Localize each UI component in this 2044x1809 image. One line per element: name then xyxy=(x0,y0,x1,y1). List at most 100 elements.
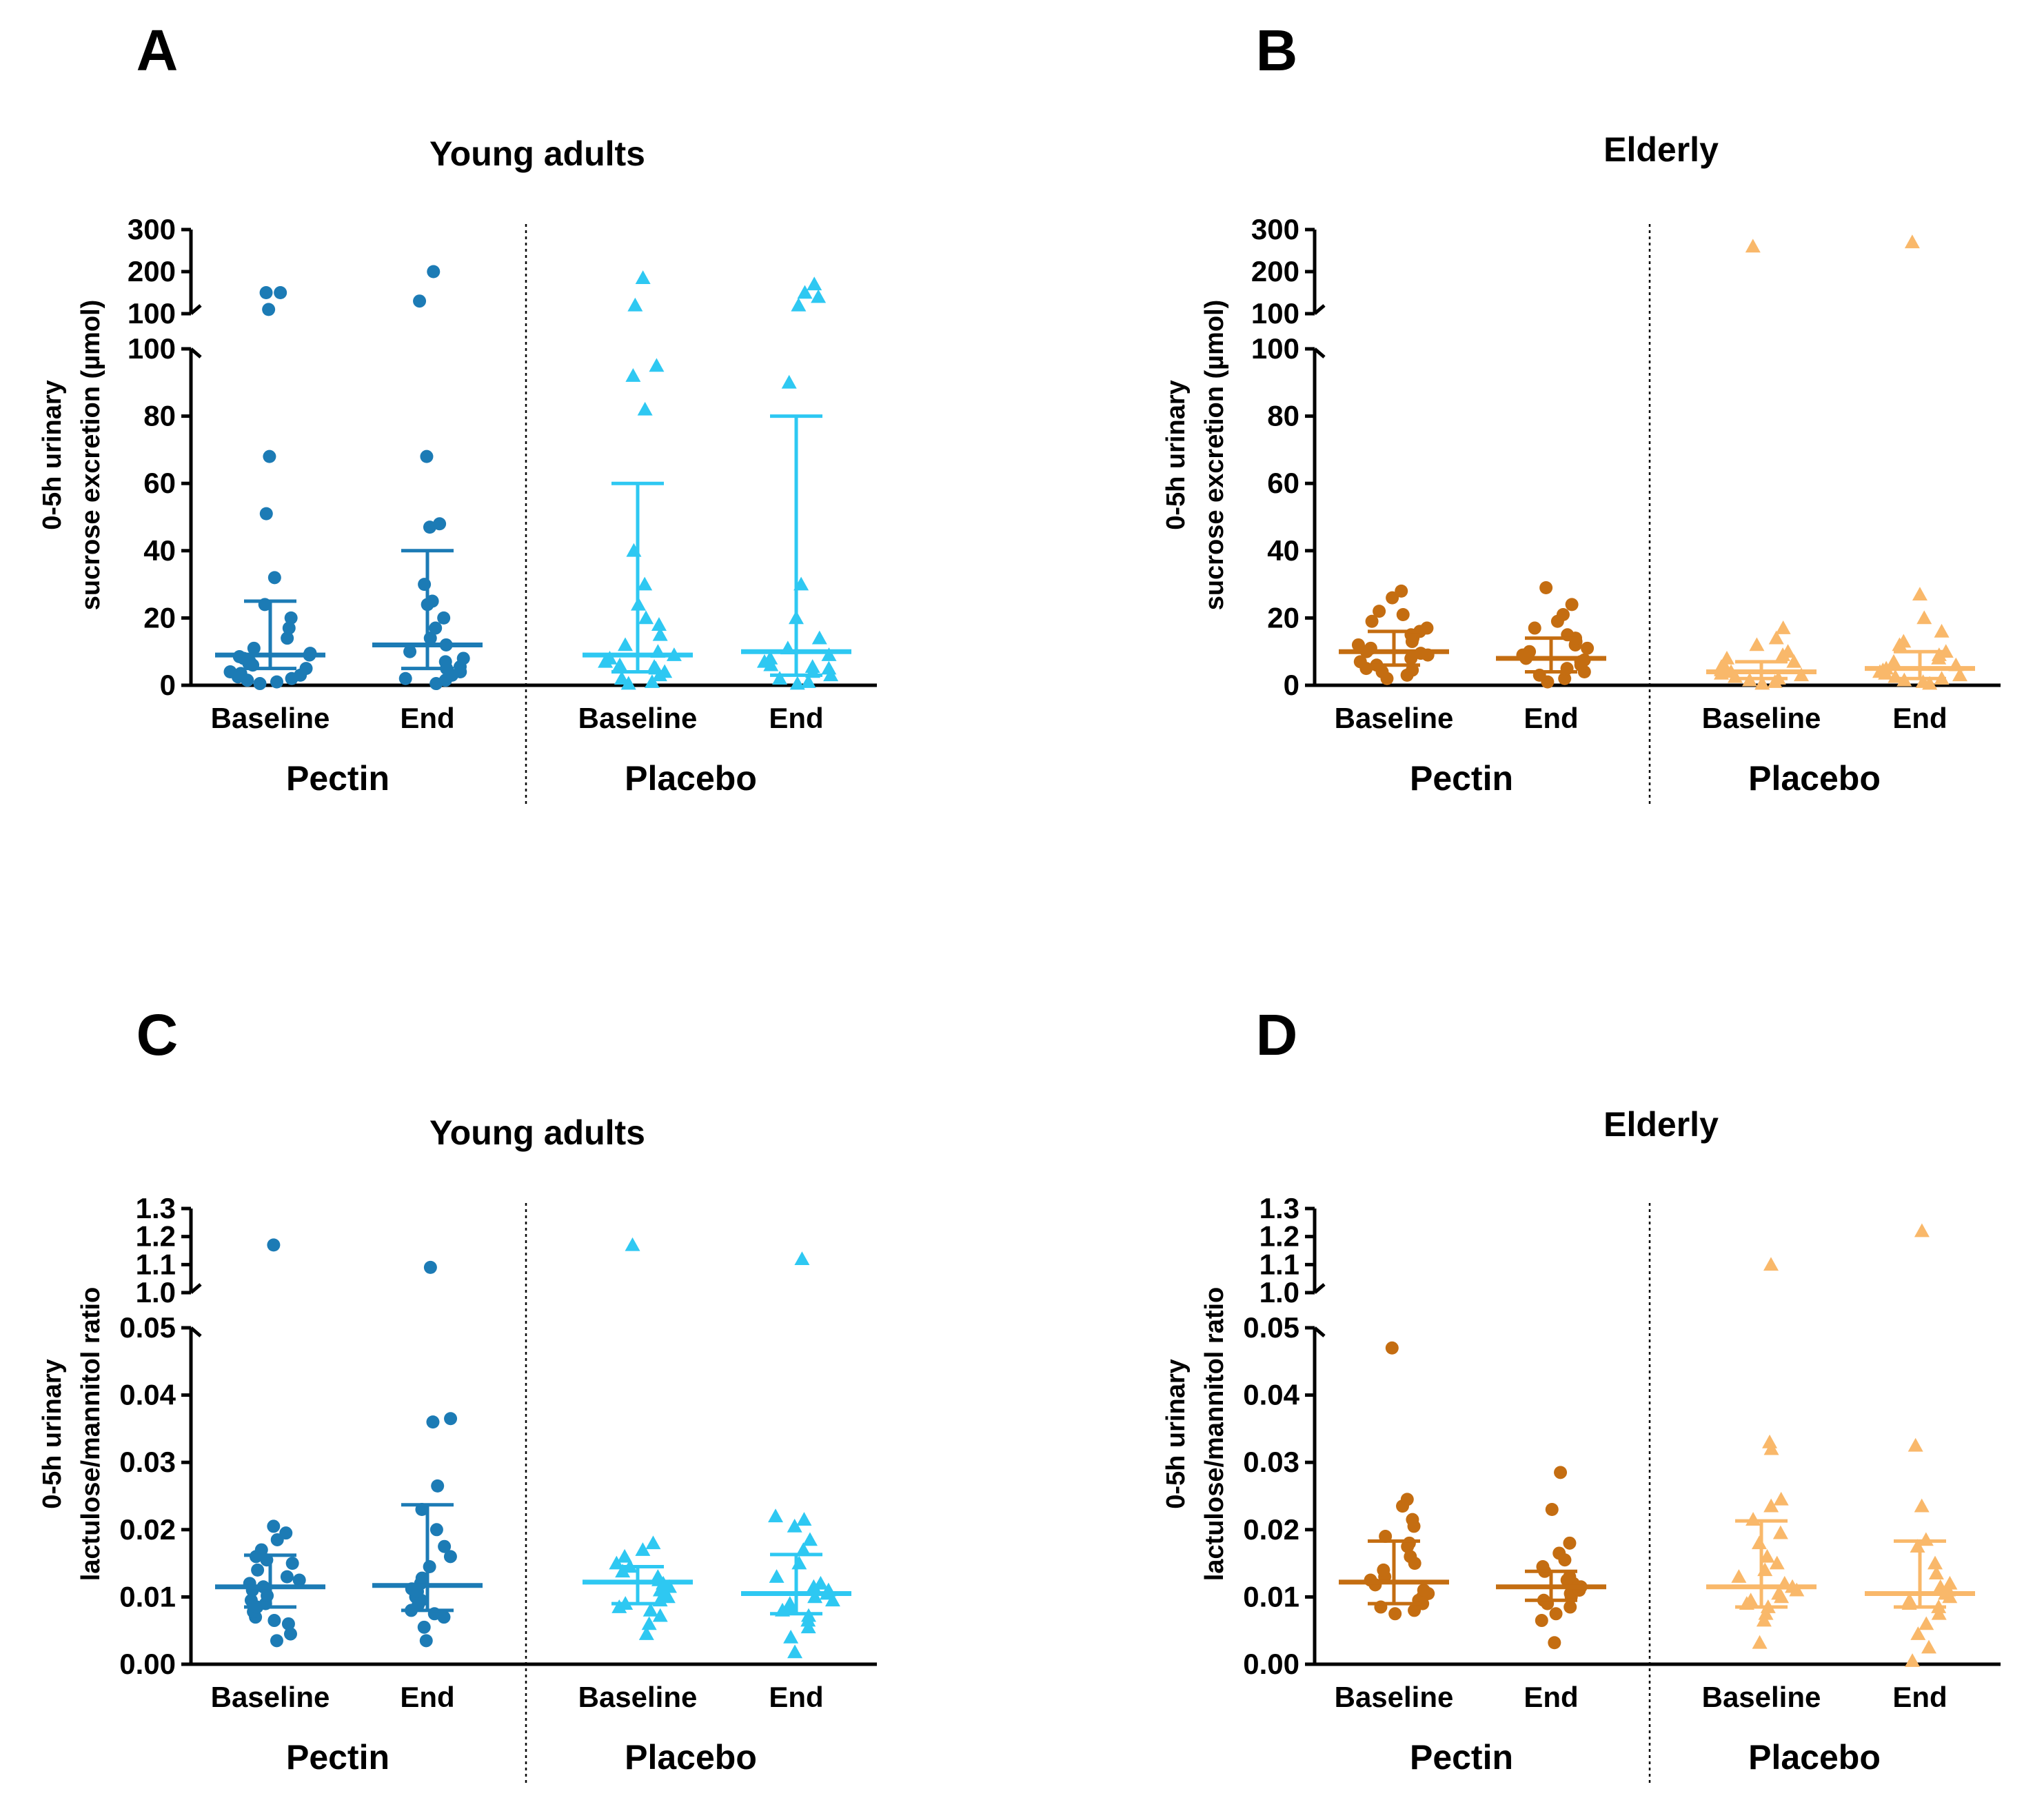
data-point xyxy=(1908,1437,1923,1452)
data-point xyxy=(1754,676,1770,690)
data-point xyxy=(800,674,816,688)
data-point xyxy=(438,1539,452,1553)
axis-break-mark xyxy=(1313,347,1326,358)
data-point xyxy=(283,1627,297,1641)
data-point xyxy=(1768,630,1784,645)
data-point xyxy=(1759,1548,1775,1563)
data-point xyxy=(234,667,247,680)
data-point xyxy=(1752,1635,1768,1649)
y-tick-label: 0.03 xyxy=(1243,1446,1299,1478)
data-point xyxy=(1763,1257,1779,1271)
data-point xyxy=(1365,614,1379,628)
group-label: Pectin xyxy=(1410,759,1513,798)
data-point xyxy=(652,1608,668,1622)
data-point xyxy=(438,655,452,669)
y-tick-label: 0.03 xyxy=(119,1446,176,1478)
y-tick-label: 60 xyxy=(1267,467,1299,499)
data-point xyxy=(223,665,237,678)
data-point xyxy=(299,662,313,676)
axis-break-mark xyxy=(1313,304,1326,315)
data-point xyxy=(263,449,276,463)
data-point xyxy=(802,1532,818,1546)
data-point xyxy=(1914,1223,1930,1237)
data-point xyxy=(602,650,618,665)
data-point xyxy=(821,647,837,661)
y-axis-label-line: 0-5h urinary xyxy=(1162,1359,1191,1509)
data-point xyxy=(772,671,788,685)
y-tick-label: 0.01 xyxy=(1243,1580,1299,1613)
y-tick-label: 0.00 xyxy=(1243,1648,1299,1680)
data-point xyxy=(813,1575,829,1590)
data-point xyxy=(267,1614,281,1628)
x-tick-label: Baseline xyxy=(578,1681,698,1713)
y-axis-label: 0-5h urinary sucrose excretion (µmol) xyxy=(38,300,105,611)
data-point xyxy=(638,610,654,625)
data-point xyxy=(821,660,837,675)
data-point xyxy=(1395,584,1408,598)
y-tick-label: 0.02 xyxy=(119,1513,176,1546)
x-tick-label: End xyxy=(1892,1681,1947,1713)
y-tick-label: 20 xyxy=(1267,601,1299,634)
y-tick-label: 60 xyxy=(143,467,176,499)
data-point xyxy=(1552,1546,1566,1560)
data-point xyxy=(789,676,805,690)
y-tick-label: 1.1 xyxy=(136,1248,176,1280)
data-point xyxy=(637,576,653,591)
data-point xyxy=(427,265,441,279)
data-point xyxy=(811,630,827,645)
panel-title: Young adults xyxy=(429,1113,645,1152)
data-point xyxy=(1351,638,1365,651)
data-point xyxy=(1912,587,1927,601)
y-tick-label: 40 xyxy=(1267,534,1299,567)
data-point xyxy=(1762,1434,1778,1448)
axis-break-mark xyxy=(190,1283,202,1294)
y-tick-label: 1.2 xyxy=(1259,1220,1299,1253)
data-point xyxy=(791,297,807,312)
panel-letter: D xyxy=(1256,1002,1298,1067)
y-axis-label-line: lactulose/mannitol ratio xyxy=(1200,1287,1229,1581)
data-point xyxy=(431,1479,445,1493)
data-point xyxy=(281,1617,295,1630)
data-point xyxy=(1786,654,1802,668)
y-tick-label: 300 xyxy=(128,213,176,245)
data-point xyxy=(1743,1593,1759,1607)
data-point xyxy=(284,611,298,625)
data-point xyxy=(1919,1616,1934,1630)
data-point xyxy=(415,1571,429,1585)
y-tick-label: 1.0 xyxy=(136,1276,176,1308)
data-point xyxy=(645,1535,661,1550)
y-tick-label: 100 xyxy=(128,297,176,330)
data-point xyxy=(267,1519,281,1533)
data-point xyxy=(1746,1512,1761,1526)
data-point xyxy=(617,637,633,651)
data-point xyxy=(398,671,412,685)
data-point xyxy=(1554,1466,1568,1479)
y-tick-label: 0.01 xyxy=(119,1580,176,1613)
data-point xyxy=(1400,1493,1414,1506)
x-tick-label: Baseline xyxy=(1335,702,1454,734)
data-point xyxy=(1901,1593,1917,1607)
x-tick-label: End xyxy=(400,702,454,734)
data-point xyxy=(644,674,660,688)
x-tick-label: End xyxy=(1892,702,1947,734)
data-point xyxy=(1388,1607,1402,1621)
data-point xyxy=(259,507,273,521)
data-point xyxy=(651,617,667,631)
data-point xyxy=(652,627,668,641)
data-point xyxy=(285,1557,299,1570)
data-point xyxy=(1535,1614,1548,1628)
data-point xyxy=(429,621,443,635)
y-tick-label: 200 xyxy=(128,255,176,287)
data-point xyxy=(797,285,813,299)
data-point xyxy=(787,1644,803,1659)
data-point xyxy=(625,368,641,382)
data-point xyxy=(1886,654,1902,668)
y-axis-label: 0-5h urinary lactulose/mannitol ratio xyxy=(38,1287,105,1581)
data-point xyxy=(649,358,665,372)
data-point xyxy=(282,621,296,635)
data-point xyxy=(403,645,417,658)
y-axis-label: 0-5h urinary sucrose excretion (µmol) xyxy=(1162,300,1229,611)
data-point xyxy=(1751,1535,1767,1550)
data-point xyxy=(1581,641,1595,655)
data-point xyxy=(423,1559,436,1573)
